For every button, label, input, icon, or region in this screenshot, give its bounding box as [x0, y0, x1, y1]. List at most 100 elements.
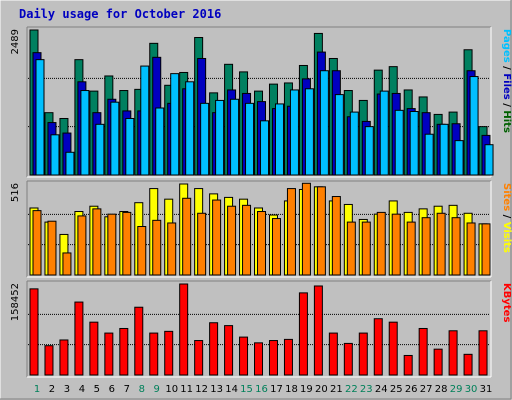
bar-kbytes-day-18	[283, 338, 293, 376]
bar-kbytes-day-6	[104, 332, 114, 376]
legend-entry: Sites	[501, 183, 512, 211]
bar-kbytes-day-31	[478, 330, 488, 376]
bar-sites-day-25	[391, 213, 401, 276]
bar-kbytes-day-17	[268, 340, 278, 376]
bar-kbytes-day-12	[194, 340, 204, 376]
bar-sites-day-15	[242, 204, 252, 276]
bar-kbytes-day-10	[164, 330, 174, 376]
x-tick-label: 29	[450, 384, 463, 395]
legend-entry: /	[501, 63, 512, 74]
bar-sites-day-14	[227, 205, 237, 276]
bar-sites-day-18	[286, 188, 296, 276]
bar-kbytes-day-19	[298, 292, 308, 376]
x-tick-label: 19	[300, 384, 313, 395]
bar-kbytes-day-22	[343, 342, 353, 376]
x-tick-label: 3	[64, 384, 70, 395]
bar-pages-day-20	[319, 70, 329, 176]
bar-kbytes-day-7	[119, 327, 129, 376]
bar-sites-day-11	[182, 197, 192, 276]
x-tick-label: 21	[330, 384, 343, 395]
bar-pages-day-11	[185, 81, 195, 176]
bar-pages-day-13	[215, 99, 225, 176]
x-tick-label: 22	[345, 384, 358, 395]
bar-kbytes-day-1	[29, 288, 39, 376]
bar-pages-day-23	[364, 126, 374, 176]
bar-pages-day-7	[125, 117, 135, 176]
bar-kbytes-day-11	[179, 283, 189, 376]
bar-sites-day-2	[47, 220, 57, 276]
x-tick-label: 31	[480, 384, 493, 395]
bar-kbytes-day-26	[403, 354, 413, 376]
bar-pages-day-4	[80, 90, 90, 176]
x-tick-label: 15	[240, 384, 253, 395]
panel-3: 158452 KBytes	[10, 280, 512, 378]
bar-sites-day-16	[257, 211, 267, 276]
legend-entry: KBytes	[501, 283, 512, 322]
chart-panels: 2489 Pages / Files / Hits 516 Sites / Visit…	[10, 26, 512, 378]
bar-kbytes-day-16	[254, 342, 264, 376]
bar-sites-day-3	[62, 252, 72, 276]
bar-sites-day-22	[346, 221, 356, 276]
bar-kbytes-day-15	[239, 336, 249, 376]
bar-pages-day-12	[200, 102, 210, 176]
bar-sites-day-9	[152, 219, 162, 276]
bar-sites-day-17	[271, 218, 281, 276]
bar-pages-day-17	[274, 103, 284, 176]
bar-pages-day-19	[304, 88, 314, 176]
legend-entry: Visits	[501, 222, 512, 253]
x-tick-label: 7	[124, 384, 130, 395]
x-tick-label: 10	[165, 384, 178, 395]
bar-kbytes-day-28	[433, 348, 443, 376]
bar-pages-day-27	[424, 133, 434, 176]
x-tick-label: 1	[34, 384, 40, 395]
bar-sites-day-6	[107, 213, 117, 276]
bar-sites-day-1	[32, 210, 42, 276]
bar-pages-day-18	[289, 89, 299, 176]
bar-sites-day-5	[92, 208, 102, 276]
panel-1: 2489 Pages / Files / Hits	[10, 26, 512, 178]
chart-title: Daily usage for October 2016	[19, 7, 221, 21]
x-tick-label: 25	[390, 384, 403, 395]
bar-pages-day-28	[439, 123, 449, 176]
bar-sites-day-10	[167, 222, 177, 276]
bar-pages-day-29	[454, 140, 464, 176]
y-max-label: 516	[10, 183, 21, 202]
x-tick-label: 28	[435, 384, 448, 395]
bar-pages-day-8	[140, 65, 150, 176]
bar-pages-day-24	[379, 90, 389, 176]
x-tick-label: 18	[285, 384, 298, 395]
bar-sites-day-13	[212, 199, 222, 276]
bar-kbytes-day-14	[224, 325, 234, 376]
x-tick-label: 11	[180, 384, 193, 395]
bar-kbytes-day-25	[388, 321, 398, 376]
bar-pages-day-5	[95, 123, 105, 176]
x-tick-label: 6	[109, 384, 115, 395]
bar-kbytes-day-8	[134, 306, 144, 376]
x-tick-label: 5	[94, 384, 100, 395]
bar-kbytes-day-27	[418, 327, 428, 376]
x-tick-label: 4	[79, 384, 85, 395]
series-legend: Sites / Visits	[501, 183, 512, 253]
x-tick-label: 9	[154, 384, 160, 395]
x-tick-label: 16	[255, 384, 268, 395]
bar-sites-day-27	[421, 217, 431, 276]
bar-sites-day-28	[436, 212, 446, 276]
bar-sites-day-8	[137, 226, 147, 276]
bar-kbytes-day-2	[44, 345, 54, 376]
bar-sites-day-29	[451, 217, 461, 276]
bar-kbytes-day-5	[89, 321, 99, 376]
bar-sites-day-24	[376, 211, 386, 276]
bar-sites-day-12	[197, 212, 207, 276]
x-tick-label: 23	[360, 384, 373, 395]
bar-pages-day-2	[50, 134, 60, 176]
bar-pages-day-22	[349, 111, 359, 176]
series-legend: KBytes	[501, 283, 512, 322]
x-tick-label: 8	[139, 384, 145, 395]
bar-sites-day-4	[77, 215, 87, 276]
bar-sites-day-26	[406, 221, 416, 276]
y-max-label: 2489	[10, 29, 21, 54]
bar-pages-day-21	[334, 94, 344, 176]
x-tick-label: 2	[49, 384, 55, 395]
bar-pages-day-25	[394, 109, 404, 176]
